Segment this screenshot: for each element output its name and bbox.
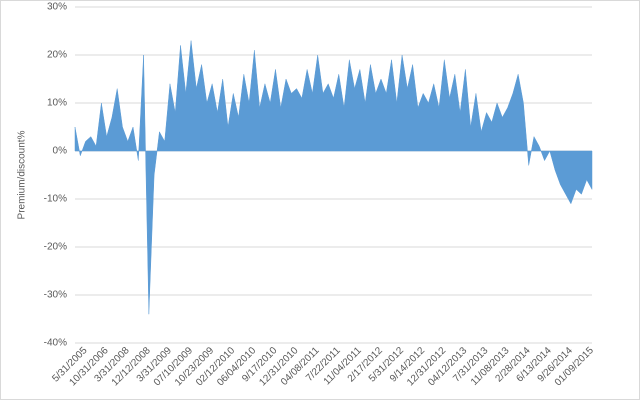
- y-tick-label: 0%: [53, 146, 68, 157]
- y-tick-label: 30%: [47, 2, 67, 13]
- y-tick-label: 20%: [47, 50, 67, 61]
- y-axis-title: Premium/discount%: [17, 130, 28, 219]
- y-tick-label: -10%: [44, 194, 67, 205]
- y-tick-label: -20%: [44, 242, 67, 253]
- area: [74, 40, 593, 315]
- y-tick-label: -30%: [44, 290, 67, 301]
- y-tick-label: -40%: [44, 338, 67, 349]
- y-tick-label: 10%: [47, 98, 67, 109]
